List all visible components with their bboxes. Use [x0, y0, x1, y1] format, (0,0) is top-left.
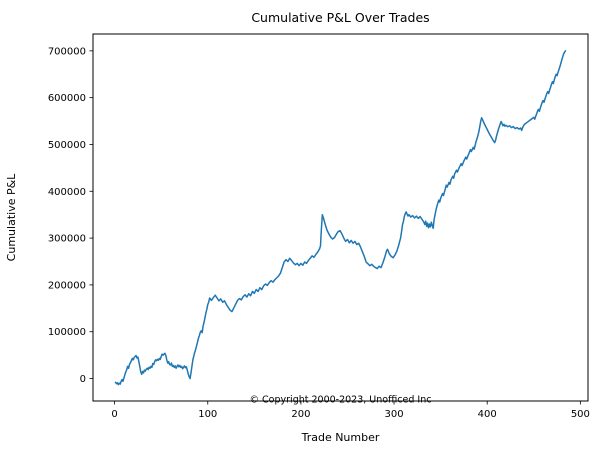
- y-tick-label: 600000: [48, 93, 86, 104]
- y-tick-label: 100000: [48, 327, 86, 338]
- y-tick-label: 200000: [48, 280, 86, 291]
- y-tick-label: 0: [80, 374, 86, 385]
- x-tick-label: 100: [198, 409, 217, 420]
- y-tick-label: 300000: [48, 234, 86, 245]
- x-tick-label: 0: [111, 409, 117, 420]
- pnl-line: [114, 50, 567, 386]
- y-tick-label: 700000: [48, 46, 86, 57]
- axis-ticks: 0 100 200 300 400 500 0 100000 200000 300000 40000…: [48, 46, 590, 420]
- x-tick-label: 200: [291, 409, 310, 420]
- y-tick-label: 500000: [48, 140, 86, 151]
- x-axis-label: Trade Number: [301, 431, 380, 444]
- y-axis-label: Cumulative P&L: [5, 173, 18, 261]
- x-tick-label: 300: [385, 409, 404, 420]
- watermark-text: © Copyright 2000-2023, Unofficed Inc: [250, 395, 432, 406]
- series-lines: [114, 50, 567, 386]
- y-tick-label: 400000: [48, 187, 86, 198]
- chart-title: Cumulative P&L Over Trades: [251, 10, 429, 25]
- x-tick-label: 400: [478, 409, 497, 420]
- axes-frame: [92, 33, 589, 402]
- x-tick-label: 500: [571, 409, 590, 420]
